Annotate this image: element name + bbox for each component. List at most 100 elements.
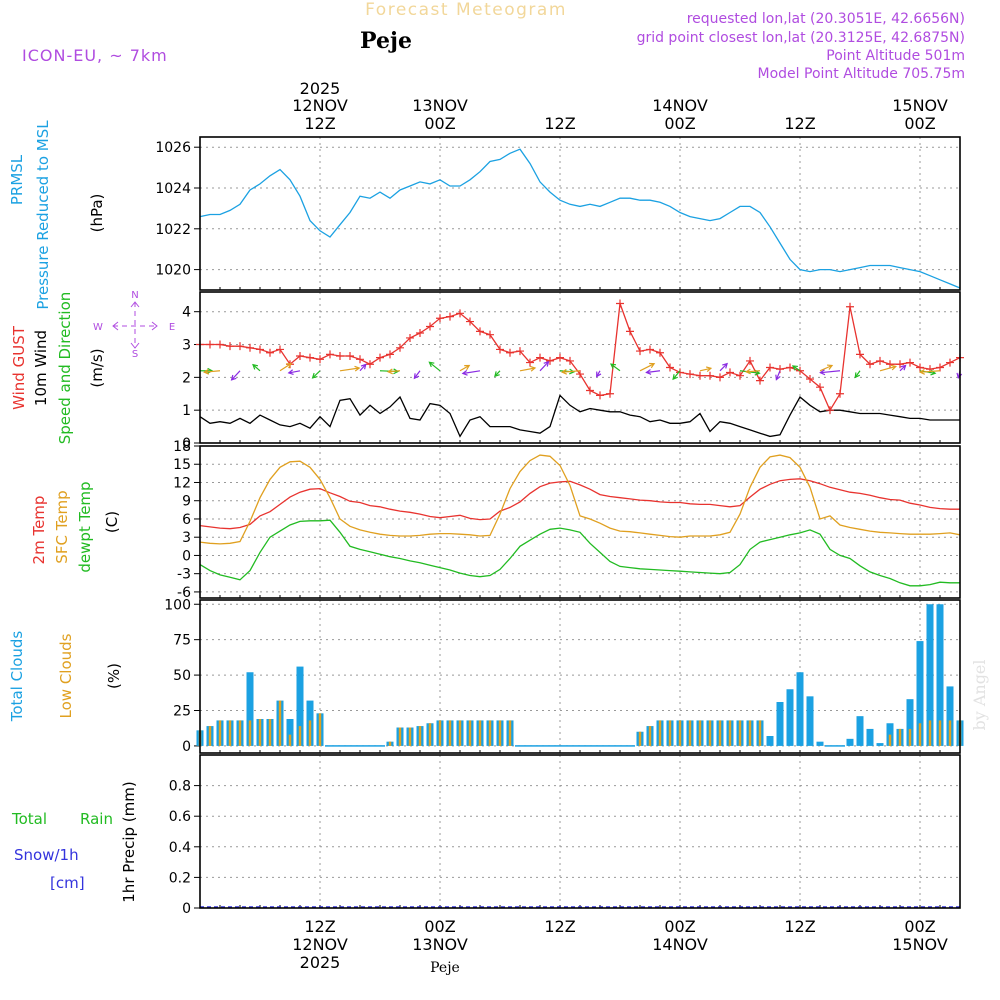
clouds-ytick-label: 100 [164,597,191,613]
compass-west: W [93,322,103,333]
wind-gust-marker [246,343,254,352]
pressure-ytick-label: 1026 [155,140,191,156]
wind-direction-arrow [920,370,941,373]
wind-gust-marker [806,374,814,383]
wind-gust-marker [276,345,284,354]
cloud-low-bar [758,720,762,746]
wind-direction-arrowhead [610,363,617,369]
compass-east: E [169,322,175,333]
temp-ytick-label: 18 [173,439,191,455]
wind-gust-marker [306,353,314,362]
cloud-low-bar [218,720,222,746]
wind-gust-marker [456,309,464,318]
cloud-low-bar [938,720,942,746]
wind-ytick-label: 4 [182,305,191,321]
cloud-low-bar [928,720,932,746]
wind-direction-arrow [899,365,906,372]
wind-gust-marker [536,353,544,362]
wind-direction-arrow [252,364,261,372]
temp-ytick-label: 9 [182,494,191,510]
wind-gust-marker [826,406,834,415]
wind-direction-arrowhead [596,371,602,378]
pressure-ytick-label: 1020 [155,263,191,279]
clouds-unit-label: (%) [105,663,123,689]
cloud-total-bar [786,689,794,746]
wind-gust-marker [796,366,804,375]
wind-direction-arrow [879,365,896,372]
requested-coords: requested lon,lat (20.3051E, 42.6656N) [687,11,965,27]
wind-gust-marker [266,348,274,357]
temp-unit-label: (C) [103,511,121,533]
wind-gust-marker [656,348,664,357]
clouds-ytick-label: 50 [173,668,191,684]
cloud-low-bar [918,723,922,746]
temp-ytick-label: 15 [173,457,191,473]
temp-ytick-label: 3 [182,530,191,546]
wind-ytick-label: 2 [182,370,191,386]
wind-direction-arrowhead [918,368,926,375]
cloud-low-bar [508,720,512,746]
bottom-hour-label: 00Z [664,917,695,936]
wind-direction-arrowhead [826,364,834,370]
cloud-low-bar [258,719,262,746]
wind-gust-marker [366,360,374,369]
compass-rose-icon: N S W E [93,290,175,360]
top-hour-label: 00Z [664,114,695,133]
wind-direction-arrowhead [203,368,210,375]
wind-gust-marker [436,314,444,323]
bottom-hour-label: 00Z [904,917,935,936]
cloud-low-bar [398,727,402,746]
wind-gust-marker [336,352,344,361]
chart-title: Forecast Meteogram [365,0,567,20]
top-hour-label: 12Z [784,114,815,133]
wind-ytick-label: 3 [182,338,191,354]
wind-gust-marker [706,371,714,380]
wind-direction-arrow [610,363,621,372]
cloud-low-bar [408,727,412,746]
precip-ytick-label: 0.8 [169,779,191,795]
wind-gust-marker [736,371,744,380]
wind-direction-arrow [775,370,781,380]
temp-ytick-label: 12 [173,475,191,491]
wind-direction-arrowhead [207,367,214,374]
wind-direction-arrow [204,370,221,373]
wind-gust-marker [516,347,524,356]
cloud-total-bar [296,666,304,746]
precip-label-rain: Rain [80,810,113,828]
cloud-low-bar [678,720,682,746]
cloud-low-bar [728,720,732,746]
wind-gust-marker [476,327,484,336]
cloud-low-bar [718,720,722,746]
cloud-low-bar [278,700,282,746]
top-year-label: 2025 [300,79,341,98]
wind-direction-arrowhead [775,374,781,381]
bottom-date-label: 14NOV [652,935,708,954]
wind-gust-marker [236,342,244,351]
wind-gust-marker [836,389,844,398]
clouds-label-low: Low Clouds [57,633,75,718]
bottom-year-label: 2025 [300,953,341,972]
wind-gust-marker [616,299,624,308]
wind-direction-arrow [639,363,655,372]
wind-direction-arrow [746,370,761,373]
cloud-total-bar [906,699,914,746]
wind-gust-marker [466,317,474,326]
cloud-low-bar [288,734,292,746]
wind-direction-arrowhead [649,362,656,369]
wind-direction-arrowhead [413,373,420,380]
top-hour-label: 00Z [904,114,935,133]
clouds-ytick-label: 75 [173,633,191,649]
wind-gust-marker [606,389,614,398]
wind-gust-marker [496,345,504,354]
cloud-low-bar [948,720,952,746]
wind-direction-arrow [413,370,421,379]
cloud-low-bar [908,728,912,746]
wind-label-direction: Speed and Direction [56,292,74,445]
wind-gust-marker [676,368,684,377]
wind-direction-arrow [539,361,549,372]
wind-direction-arrow [231,370,241,381]
precip-label-cm: [cm] [50,874,85,892]
cloud-low-bar [688,720,692,746]
bottom-hour-label: 00Z [424,917,455,936]
temp-label-2m: 2m Temp [30,496,48,565]
